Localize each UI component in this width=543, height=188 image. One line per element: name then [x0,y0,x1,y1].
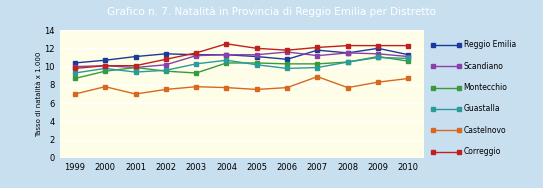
Guastalla [284,67,291,70]
Line: Scandiano: Scandiano [73,50,411,70]
Guastalla [193,63,199,65]
Castelnovo [162,88,169,91]
Montecchio [284,63,291,65]
Castelnovo [284,86,291,89]
Montecchio [254,62,260,64]
Text: Correggio: Correggio [464,147,501,156]
Correggio [162,58,169,60]
Correggio [223,43,230,45]
Line: Correggio: Correggio [73,42,411,71]
Reggio Emilia [254,55,260,58]
Montecchio [223,62,230,64]
Reggio Emilia [223,54,230,56]
Correggio [344,45,351,47]
Castelnovo [102,86,109,88]
Correggio [132,64,139,67]
Guastalla [254,64,260,66]
Reggio Emilia [72,62,78,64]
Castelnovo [223,86,230,89]
Scandiano [72,65,78,68]
Guastalla [223,59,230,61]
Montecchio [405,60,412,62]
Correggio [193,52,199,54]
Reggio Emilia [193,54,199,56]
Montecchio [193,72,199,74]
Castelnovo [193,86,199,88]
Castelnovo [344,86,351,89]
Montecchio [344,61,351,63]
Line: Reggio Emilia: Reggio Emilia [73,46,411,65]
Guastalla [344,61,351,63]
Correggio [314,46,321,49]
Text: Scandiano: Scandiano [464,62,503,71]
Scandiano [223,54,230,56]
Scandiano [405,55,412,58]
Scandiano [193,55,199,57]
Castelnovo [314,76,321,78]
Reggio Emilia [375,47,381,49]
Guastalla [72,72,78,74]
Correggio [375,45,381,47]
Text: Grafico n. 7. Natalità in Provincia di Reggio Emilia per Distretto: Grafico n. 7. Natalità in Provincia di R… [107,7,436,17]
Correggio [72,67,78,70]
Line: Guastalla: Guastalla [73,55,411,75]
Scandiano [344,52,351,54]
Correggio [405,45,412,47]
Scandiano [162,64,169,66]
Guastalla [405,57,412,60]
Scandiano [314,55,321,57]
Scandiano [254,54,260,56]
Montecchio [162,70,169,72]
Text: Montecchio: Montecchio [464,83,508,92]
Correggio [102,64,109,67]
Scandiano [132,66,139,69]
Montecchio [132,66,139,69]
Montecchio [375,55,381,58]
Castelnovo [254,88,260,91]
Castelnovo [132,93,139,95]
Castelnovo [375,81,381,83]
Scandiano [102,64,109,67]
Guastalla [375,56,381,59]
Text: Reggio Emilia: Reggio Emilia [464,40,516,49]
Scandiano [375,53,381,55]
Correggio [254,47,260,49]
Montecchio [72,77,78,80]
Reggio Emilia [284,58,291,60]
Castelnovo [405,77,412,80]
Text: Guastalla: Guastalla [464,104,500,113]
Line: Montecchio: Montecchio [73,54,411,81]
Castelnovo [72,93,78,95]
Y-axis label: Tasso di natalità x 1.000: Tasso di natalità x 1.000 [36,51,42,137]
Reggio Emilia [132,55,139,58]
Montecchio [102,70,109,72]
Reggio Emilia [102,59,109,61]
Reggio Emilia [405,54,412,56]
Montecchio [314,63,321,65]
Reggio Emilia [162,53,169,55]
Text: Castelnovo: Castelnovo [464,126,506,135]
Guastalla [162,69,169,71]
Line: Castelnovo: Castelnovo [73,74,411,96]
Reggio Emilia [314,49,321,51]
Guastalla [132,71,139,73]
Guastalla [102,67,109,70]
Guastalla [314,66,321,69]
Scandiano [284,51,291,53]
Correggio [284,49,291,51]
Reggio Emilia [344,52,351,54]
